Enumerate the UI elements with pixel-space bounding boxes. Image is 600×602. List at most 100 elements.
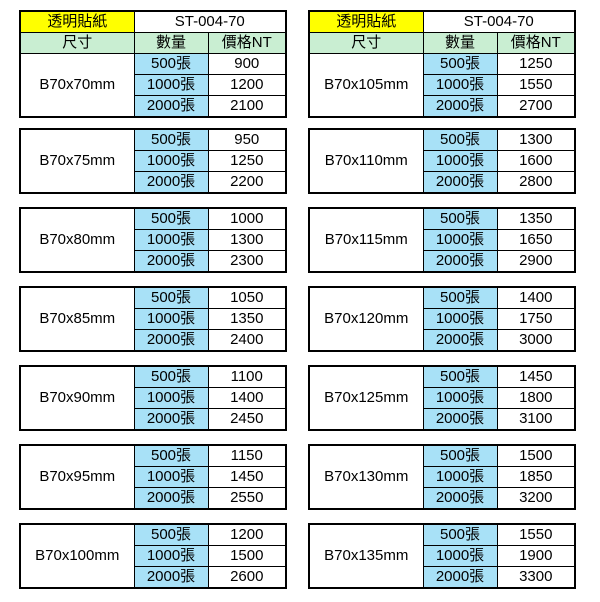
qty-cell: 500張 xyxy=(133,444,209,467)
price-cell: 1450 xyxy=(207,466,287,488)
price-table: B70x95mm 500張 1150 1000張 1450 2000張 2550 xyxy=(19,444,287,510)
size-cell: B70x95mm xyxy=(19,444,135,510)
table-row: B70x95mm 500張 1150 xyxy=(19,444,287,510)
qty-cell: 1000張 xyxy=(133,150,209,172)
price-cell: 1300 xyxy=(207,229,287,251)
table-row: B70x120mm 500張 1400 xyxy=(308,286,576,352)
price-cell: 1450 xyxy=(496,365,576,388)
table-row: 1000張 1450 xyxy=(20,466,287,488)
price-cell: 2100 xyxy=(207,95,287,118)
table-row: 2000張 2100 xyxy=(20,95,287,118)
left-column: 透明貼紙 ST-004-70 尺寸 數量 價格NT B70x70mm 500張 … xyxy=(19,10,288,602)
table-row: 2000張 2400 xyxy=(20,329,287,352)
price-table-header-right: 透明貼紙 ST-004-70 尺寸 數量 價格NT B70x105mm 500張… xyxy=(308,10,577,118)
size-cell: B70x80mm xyxy=(19,207,135,273)
qty-cell: 500張 xyxy=(422,207,498,230)
table-row: 1000張 1900 xyxy=(309,545,576,567)
table-row: 1000張 1850 xyxy=(309,466,576,488)
price-cell: 2600 xyxy=(207,566,287,589)
table-row: 2000張 2550 xyxy=(20,487,287,510)
price-cell: 1900 xyxy=(496,545,576,567)
price-cell: 2300 xyxy=(207,250,287,273)
qty-cell: 2000張 xyxy=(422,329,498,352)
qty-cell: 2000張 xyxy=(422,566,498,589)
table-row: 1000張 1800 xyxy=(309,387,576,409)
qty-cell: 500張 xyxy=(133,53,209,75)
price-cell: 2550 xyxy=(207,487,287,510)
qty-cell: 500張 xyxy=(133,523,209,546)
qty-cell: 2000張 xyxy=(133,250,209,273)
qty-cell: 500張 xyxy=(133,286,209,309)
price-table: B70x75mm 500張 950 1000張 1250 2000張 2200 xyxy=(19,128,287,194)
qty-column-header: 數量 xyxy=(422,32,498,54)
table-row: B70x70mm 500張 900 xyxy=(19,53,287,118)
table-row: B70x75mm 500張 950 xyxy=(19,128,287,194)
price-cell: 2200 xyxy=(207,171,287,194)
size-cell: B70x105mm xyxy=(308,53,424,118)
price-cell: 2400 xyxy=(207,329,287,352)
table-row: 2000張 2700 xyxy=(309,95,576,118)
table-row: B70x115mm 500張 1350 xyxy=(308,207,576,273)
table-row: B70x85mm 500張 1050 xyxy=(19,286,287,352)
price-cell: 1150 xyxy=(207,444,287,467)
table-row: 1000張 1250 xyxy=(20,150,287,172)
product-code-cell: ST-004-70 xyxy=(422,10,576,33)
qty-cell: 2000張 xyxy=(133,487,209,510)
qty-cell: 2000張 xyxy=(422,95,498,118)
table-row: 2000張 3100 xyxy=(309,408,576,431)
price-cell: 3100 xyxy=(496,408,576,431)
table-row: 2000張 2900 xyxy=(309,250,576,273)
qty-cell: 500張 xyxy=(422,444,498,467)
qty-cell: 1000張 xyxy=(133,387,209,409)
price-cell: 1200 xyxy=(207,523,287,546)
price-table: B70x125mm 500張 1450 1000張 1800 2000張 310… xyxy=(308,365,576,431)
product-type-cell: 透明貼紙 xyxy=(308,10,424,33)
qty-cell: 500張 xyxy=(133,128,209,151)
size-column-header: 尺寸 xyxy=(308,32,424,54)
price-cell: 1050 xyxy=(207,286,287,309)
price-table: B70x110mm 500張 1300 1000張 1600 2000張 280… xyxy=(308,128,576,194)
table-row: 1000張 1550 xyxy=(309,74,576,96)
table-row: 1000張 1300 xyxy=(20,229,287,251)
table-row: 1000張 1500 xyxy=(20,545,287,567)
qty-cell: 2000張 xyxy=(422,250,498,273)
qty-cell: 1000張 xyxy=(422,387,498,409)
qty-cell: 1000張 xyxy=(422,308,498,330)
qty-cell: 1000張 xyxy=(422,150,498,172)
table-row: B70x125mm 500張 1450 xyxy=(308,365,576,431)
table-row: 2000張 2450 xyxy=(20,408,287,431)
table-row: B70x130mm 500張 1500 xyxy=(308,444,576,510)
table-row: 2000張 2600 xyxy=(20,566,287,589)
title-row: 透明貼紙 ST-004-70 xyxy=(19,10,287,33)
price-cell: 1850 xyxy=(496,466,576,488)
price-cell: 1750 xyxy=(496,308,576,330)
price-cell: 1800 xyxy=(496,387,576,409)
price-cell: 1550 xyxy=(496,523,576,546)
price-cell: 2700 xyxy=(496,95,576,118)
size-cell: B70x75mm xyxy=(19,128,135,194)
qty-cell: 500張 xyxy=(422,286,498,309)
size-cell: B70x115mm xyxy=(308,207,424,273)
table-row: B70x100mm 500張 1200 xyxy=(19,523,287,589)
price-cell: 3000 xyxy=(496,329,576,352)
product-code-cell: ST-004-70 xyxy=(133,10,287,33)
price-cell: 2900 xyxy=(496,250,576,273)
size-cell: B70x100mm xyxy=(19,523,135,589)
size-cell: B70x85mm xyxy=(19,286,135,352)
table-row: 1000張 1350 xyxy=(20,308,287,330)
column-header-row: 尺寸 數量 價格NT xyxy=(19,32,287,54)
price-cell: 1100 xyxy=(207,365,287,388)
price-table: B70x130mm 500張 1500 1000張 1850 2000張 320… xyxy=(308,444,576,510)
qty-cell: 500張 xyxy=(422,365,498,388)
qty-cell: 2000張 xyxy=(133,566,209,589)
size-cell: B70x110mm xyxy=(308,128,424,194)
qty-cell: 2000張 xyxy=(133,95,209,118)
price-column-header: 價格NT xyxy=(207,32,287,54)
qty-cell: 2000張 xyxy=(422,171,498,194)
qty-cell: 2000張 xyxy=(422,408,498,431)
table-row: B70x90mm 500張 1100 xyxy=(19,365,287,431)
qty-cell: 2000張 xyxy=(133,408,209,431)
qty-cell: 1000張 xyxy=(133,466,209,488)
size-cell: B70x135mm xyxy=(308,523,424,589)
